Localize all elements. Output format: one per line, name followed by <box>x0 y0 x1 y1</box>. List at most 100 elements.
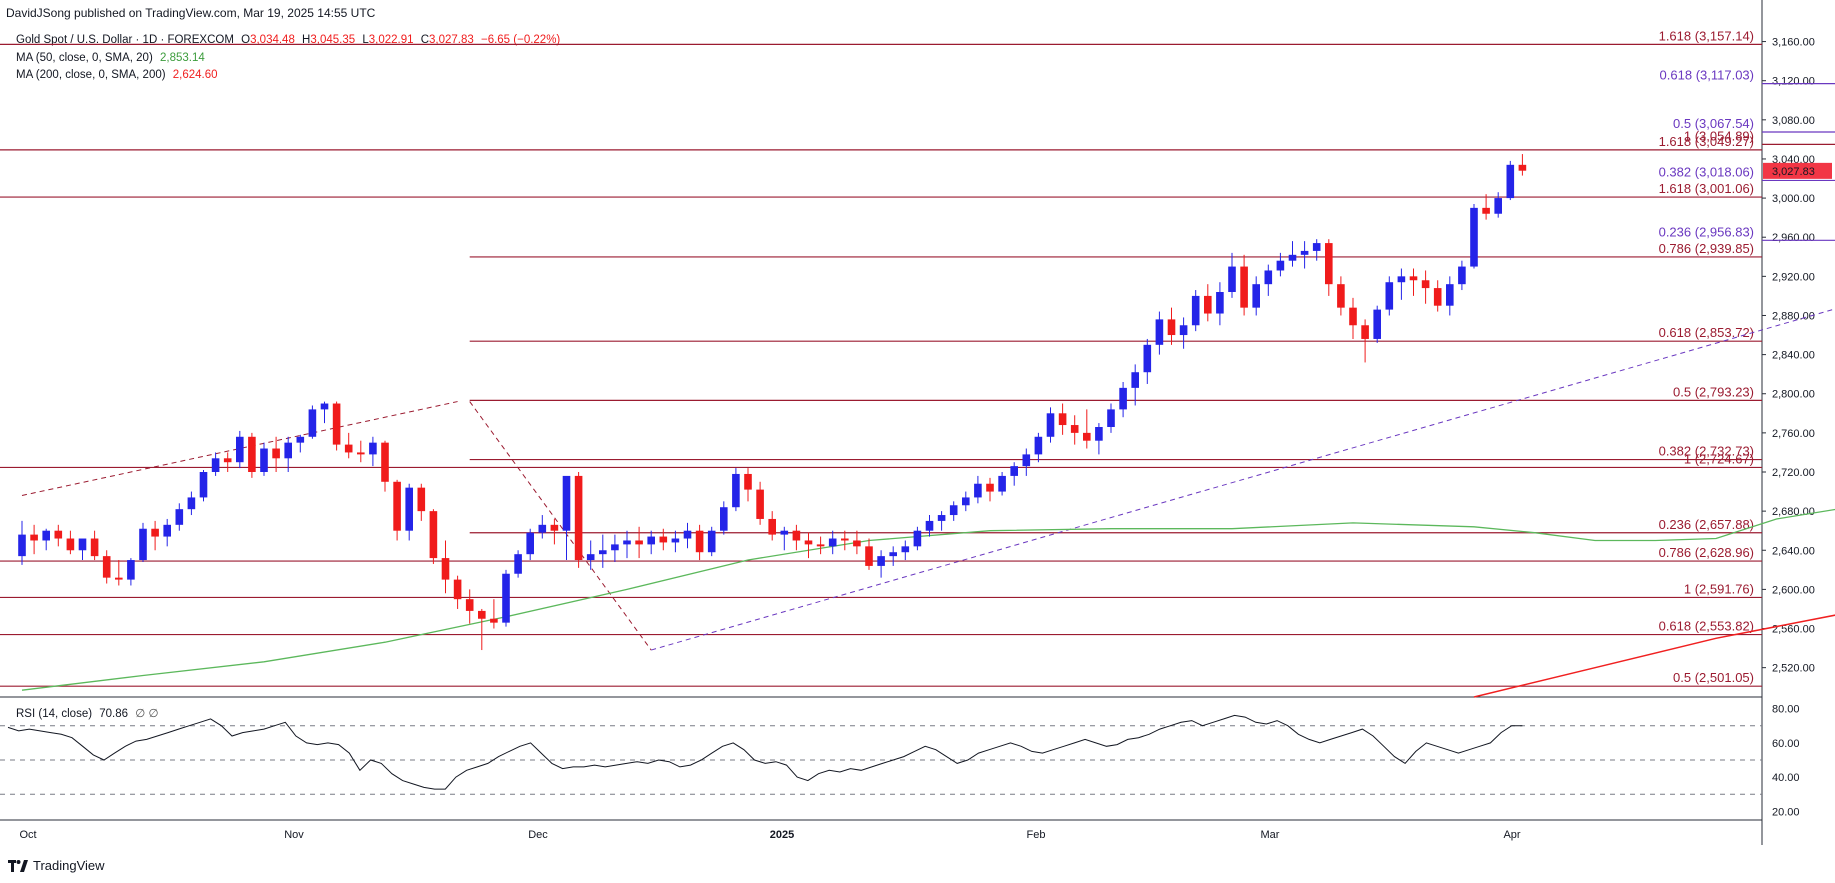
rsi-axis-tick: 40.00 <box>1772 772 1800 784</box>
tradingview-brand[interactable]: TradingView <box>8 858 105 873</box>
close-value: 3,027.83 <box>429 34 474 46</box>
candle-body <box>18 534 26 557</box>
candle-body <box>1095 427 1103 441</box>
candle-body <box>223 458 232 463</box>
rsi-axis-tick: 20.00 <box>1772 806 1800 818</box>
candle-body <box>478 610 486 619</box>
candle-body <box>925 520 934 531</box>
candle-body <box>986 483 994 492</box>
price-axis-tick: 3,160.00 <box>1772 37 1815 49</box>
price-axis-tick: 2,880.00 <box>1772 310 1815 322</box>
candle-body <box>998 475 1006 492</box>
fib-level-label: 0.236 (2,657.88) <box>1659 517 1754 532</box>
fib-level-label: 1.618 (3,001.06) <box>1659 181 1754 196</box>
rsi-axis-tick: 60.00 <box>1772 738 1800 750</box>
candle-body <box>526 532 534 555</box>
low-label: L <box>362 34 369 46</box>
candle-body <box>296 436 305 443</box>
candle-body <box>841 538 849 541</box>
candle-body <box>756 489 764 519</box>
price-axis-tick: 2,920.00 <box>1772 271 1815 283</box>
fib-level-label: 0.618 (2,553.82) <box>1659 619 1754 634</box>
candle-body <box>1228 266 1236 292</box>
candle-body <box>901 546 910 553</box>
candle-body <box>889 552 897 557</box>
candle-body <box>1506 164 1515 199</box>
candle-body <box>1191 295 1200 326</box>
candle-body <box>1010 466 1018 476</box>
candle-body <box>853 540 861 547</box>
candle-body <box>66 538 75 551</box>
candle-body <box>405 487 413 531</box>
candle-body <box>1433 288 1442 306</box>
candle-body <box>1131 372 1139 388</box>
price-axis-tick: 2,520.00 <box>1772 663 1815 675</box>
symbol-legend[interactable]: Gold Spot / U.S. Dollar · 1D · FOREXCOM … <box>16 34 564 46</box>
candle-body <box>695 530 704 553</box>
candle-body <box>1216 292 1224 314</box>
fib-level-label: 0.236 (2,956.83) <box>1659 224 1754 239</box>
ma200-legend[interactable]: MA (200, close, 0, SMA, 200) 2,624.60 <box>16 69 222 81</box>
candle-body <box>1240 266 1248 308</box>
candle-body <box>115 577 123 580</box>
rsi-label: RSI (14, close) <box>16 708 93 720</box>
candle-body <box>586 554 595 561</box>
candle-body <box>1349 307 1357 326</box>
candle-body <box>1397 276 1406 283</box>
candle-body <box>1373 309 1381 339</box>
ma200-value: 2,624.60 <box>172 69 218 81</box>
fib-level-label: 0.618 (3,117.03) <box>1660 68 1754 83</box>
candle-body <box>1385 282 1394 310</box>
last-price-tag <box>1763 162 1832 179</box>
candle-body <box>671 538 680 543</box>
candle-body <box>1312 243 1321 251</box>
candle-body <box>344 444 353 453</box>
price-axis-tick: 2,800.00 <box>1772 389 1815 401</box>
price-axis-tick: 2,720.00 <box>1772 467 1815 479</box>
candle-body <box>320 403 329 410</box>
candle-body <box>42 530 50 541</box>
candle-body <box>211 458 220 472</box>
candle-body <box>949 505 958 516</box>
candle-body <box>393 481 401 531</box>
candle-body <box>490 618 498 623</box>
candle-body <box>30 534 38 541</box>
candle-body <box>962 497 970 506</box>
fib-level-label: 0.786 (2,628.96) <box>1659 545 1754 560</box>
price-axis-tick: 3,000.00 <box>1772 193 1815 205</box>
candle-body <box>248 436 256 472</box>
candle-body <box>127 560 135 580</box>
candle-body <box>1107 409 1115 427</box>
candle-body <box>623 540 631 545</box>
last-price-label: 3,027.83 <box>1772 166 1815 178</box>
high-label: H <box>302 34 311 46</box>
price-axis-tick: 3,120.00 <box>1772 76 1815 88</box>
candle-body <box>54 530 63 539</box>
tradingview-logo-icon <box>8 859 28 872</box>
candle-body <box>1518 164 1527 171</box>
candle-body <box>1300 250 1309 255</box>
candle-body <box>913 530 922 547</box>
candle-body <box>1276 260 1285 271</box>
candle-body <box>78 538 87 551</box>
candle-body <box>877 556 885 566</box>
candle-body <box>187 497 196 510</box>
ma50-legend[interactable]: MA (50, close, 0, SMA, 20) 2,853.14 <box>16 52 209 64</box>
candle-body <box>574 475 583 561</box>
candle-body <box>768 518 776 535</box>
open-value: 3,034.48 <box>250 34 295 46</box>
fib-level-label: 1.618 (3,049.27) <box>1659 134 1754 149</box>
candle-body <box>720 507 728 531</box>
price-axis-tick: 2,640.00 <box>1772 545 1815 557</box>
open-label: O <box>241 34 251 46</box>
candle-body <box>1288 254 1297 261</box>
candle-body <box>1143 344 1152 373</box>
candle-body <box>538 524 547 533</box>
ma200-line <box>1473 614 1835 698</box>
candle-body <box>236 436 244 463</box>
candle-body <box>417 487 426 512</box>
candle-body <box>804 540 813 545</box>
candle-body <box>1083 432 1091 441</box>
rsi-legend[interactable]: RSI (14, close) 70.86 ∅ ∅ <box>16 706 162 720</box>
